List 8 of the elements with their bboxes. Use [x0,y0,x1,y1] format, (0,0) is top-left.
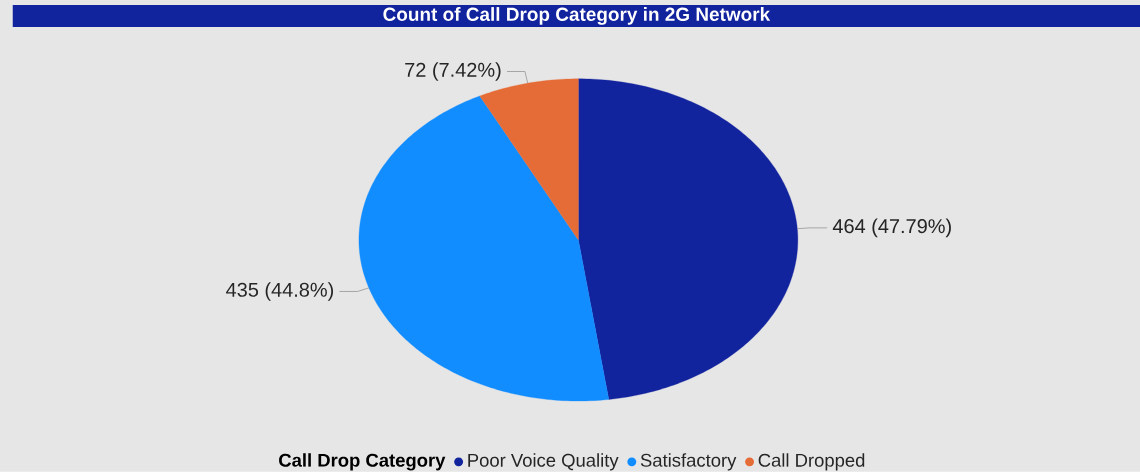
legend-label: Poor Voice Quality [468,453,619,471]
data-label: 435 (44.8%) [226,282,334,301]
legend-label: Satisfactory [640,453,737,471]
legend-label: Call Dropped [758,453,865,471]
data-label: 464 (47.79%) [832,218,951,238]
chart-title: Count of Call Drop Category in 2G Network [383,7,771,25]
legend-title: Call Drop Category [279,453,446,471]
data-label: 72 (7.42%) [405,62,501,81]
